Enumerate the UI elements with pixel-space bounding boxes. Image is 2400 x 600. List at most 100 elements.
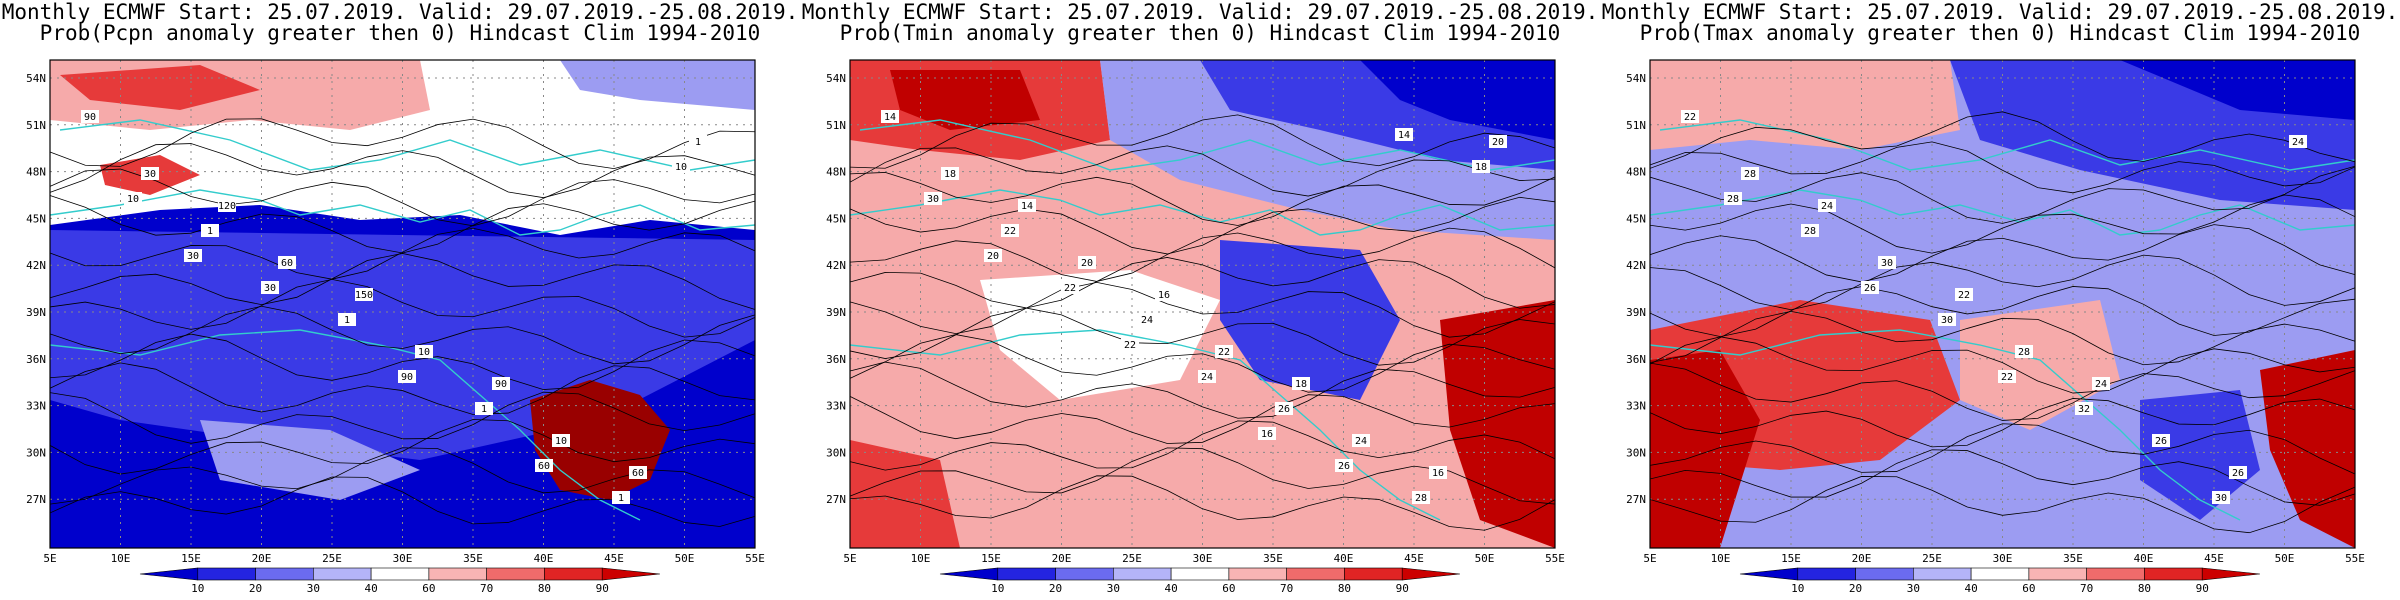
contour-label: 90	[401, 372, 413, 383]
contour-label: 10	[555, 436, 567, 447]
lat-tick-label: 45N	[26, 212, 46, 225]
precip-panel: Monthly ECMWF Start: 25.07.2019. Valid: …	[0, 0, 800, 600]
lon-tick-label: 40E	[1334, 552, 1354, 565]
lat-tick-label: 54N	[826, 72, 846, 85]
contour-label-box	[1018, 199, 1036, 212]
contour-label-box	[689, 135, 707, 148]
contour-line	[1649, 449, 2356, 506]
colorbar-label: 10	[191, 582, 204, 595]
contour-line	[849, 394, 1556, 444]
contour-line	[1649, 224, 2356, 283]
contour-label-box	[355, 288, 373, 301]
contour-line	[849, 172, 1556, 226]
lon-tick-label: 15E	[181, 552, 201, 565]
lon-tick-label: 25E	[322, 552, 342, 565]
contour-label: 28	[1744, 169, 1756, 180]
contour-label: 30	[2215, 493, 2227, 504]
colorbar-segment	[1055, 567, 1114, 581]
contour-line	[1649, 398, 2356, 448]
contour-label-box	[1121, 338, 1139, 351]
contour-line	[1649, 336, 2356, 394]
lat-tick-label: 30N	[826, 446, 846, 459]
contour-line	[1649, 286, 2356, 338]
tmax-title-line-1: Monthly ECMWF Start: 25.07.2019. Valid: …	[1601, 0, 2399, 24]
tmin-probability-map: 54N 51N 48N 45N 42N 39N 36N 33N 30N 27N 5E 10E 15E 20…	[826, 59, 1565, 595]
lon-tick-label: 50E	[675, 552, 695, 565]
colorbar-arrow-right	[601, 567, 661, 581]
contour-label-box	[1801, 224, 1819, 237]
colorbar-segment	[1113, 567, 1172, 581]
anomaly-region	[980, 270, 1220, 400]
contour-label: 1	[344, 315, 350, 326]
contour-line	[1649, 423, 2356, 475]
contour-label-box	[415, 345, 433, 358]
contour-label: 18	[1475, 162, 1487, 173]
contour-label: 16	[1261, 429, 1273, 440]
anomaly-region	[2140, 390, 2260, 520]
contour-line	[49, 143, 756, 199]
contour-label-box	[1681, 110, 1699, 123]
lat-tick-label: 30N	[26, 446, 46, 459]
contour-line	[849, 307, 1556, 366]
contour-line	[849, 114, 1556, 169]
lat-tick-label: 36N	[826, 353, 846, 366]
contour-label: 26	[2155, 436, 2167, 447]
contour-line	[49, 476, 756, 527]
lat-tick-label: 33N	[826, 400, 846, 413]
colorbar-label: 90	[1396, 582, 1409, 595]
contour-label: 26	[1864, 283, 1876, 294]
contour-label: 28	[1804, 226, 1816, 237]
anomaly-region	[2120, 60, 2355, 120]
contour-label: 18	[944, 169, 956, 180]
contour-line	[49, 278, 756, 338]
contour-label-box	[492, 377, 510, 390]
contour-label: 120	[218, 201, 236, 212]
lon-tick-label: 5E	[43, 552, 56, 565]
contour-label: 14	[884, 112, 896, 123]
anomaly-region	[1360, 60, 1555, 140]
contour-label-box	[612, 491, 630, 504]
contour-label: 14	[1398, 130, 1410, 141]
contour-label-box	[1275, 402, 1293, 415]
contour-line	[49, 253, 756, 310]
contour-line	[849, 257, 1556, 309]
contour-label-box	[1412, 491, 1430, 504]
lat-tick-label: 39N	[26, 306, 46, 319]
tmax-title-line-2: Prob(Tmax anomaly greater then 0) Hindca…	[1639, 21, 2361, 45]
colorbar-segment	[1797, 567, 1856, 581]
contour-label: 24	[1821, 201, 1833, 212]
colorbar-segment	[1970, 567, 2030, 581]
lat-tick-label: 39N	[826, 306, 846, 319]
lat-tick-label: 48N	[1626, 166, 1646, 179]
contour-label-box	[201, 224, 219, 237]
contour-label-box	[1998, 370, 2016, 383]
contour-label: 18	[1295, 379, 1307, 390]
contour-label-box	[1395, 128, 1413, 141]
contour-label-box	[629, 466, 647, 479]
contour-label: 20	[1492, 137, 1504, 148]
contour-line	[49, 362, 756, 415]
contour-label-box	[124, 192, 142, 205]
contour-label-box	[2015, 345, 2033, 358]
contour-label: 90	[495, 379, 507, 390]
lon-tick-label: 25E	[1922, 552, 1942, 565]
colorbar-label: 20	[1849, 582, 1862, 595]
contour-label: 1	[695, 137, 701, 148]
lat-tick-label: 45N	[1626, 212, 1646, 225]
map-frame	[1649, 59, 2356, 549]
colorbar-label: 30	[1907, 582, 1920, 595]
lon-tick-label: 35E	[2063, 552, 2083, 565]
lon-tick-label: 5E	[1643, 552, 1656, 565]
lat-tick-label: 54N	[26, 72, 46, 85]
anomaly-region	[850, 440, 960, 548]
lat-tick-label: 27N	[1626, 493, 1646, 506]
contour-label: 30	[264, 283, 276, 294]
colorbar-arrow-left	[139, 567, 199, 581]
lon-tick-label: 30E	[393, 552, 413, 565]
tmin-title-line-2: Prob(Tmin anomaly greater then 0) Hindca…	[839, 21, 1561, 45]
contour-label-box	[1292, 377, 1310, 390]
tmin-title-line-1: Monthly ECMWF Start: 25.07.2019. Valid: …	[801, 0, 1599, 24]
lat-tick-label: 45N	[826, 212, 846, 225]
contour-label-box	[475, 402, 493, 415]
colorbar-segment	[544, 567, 603, 581]
